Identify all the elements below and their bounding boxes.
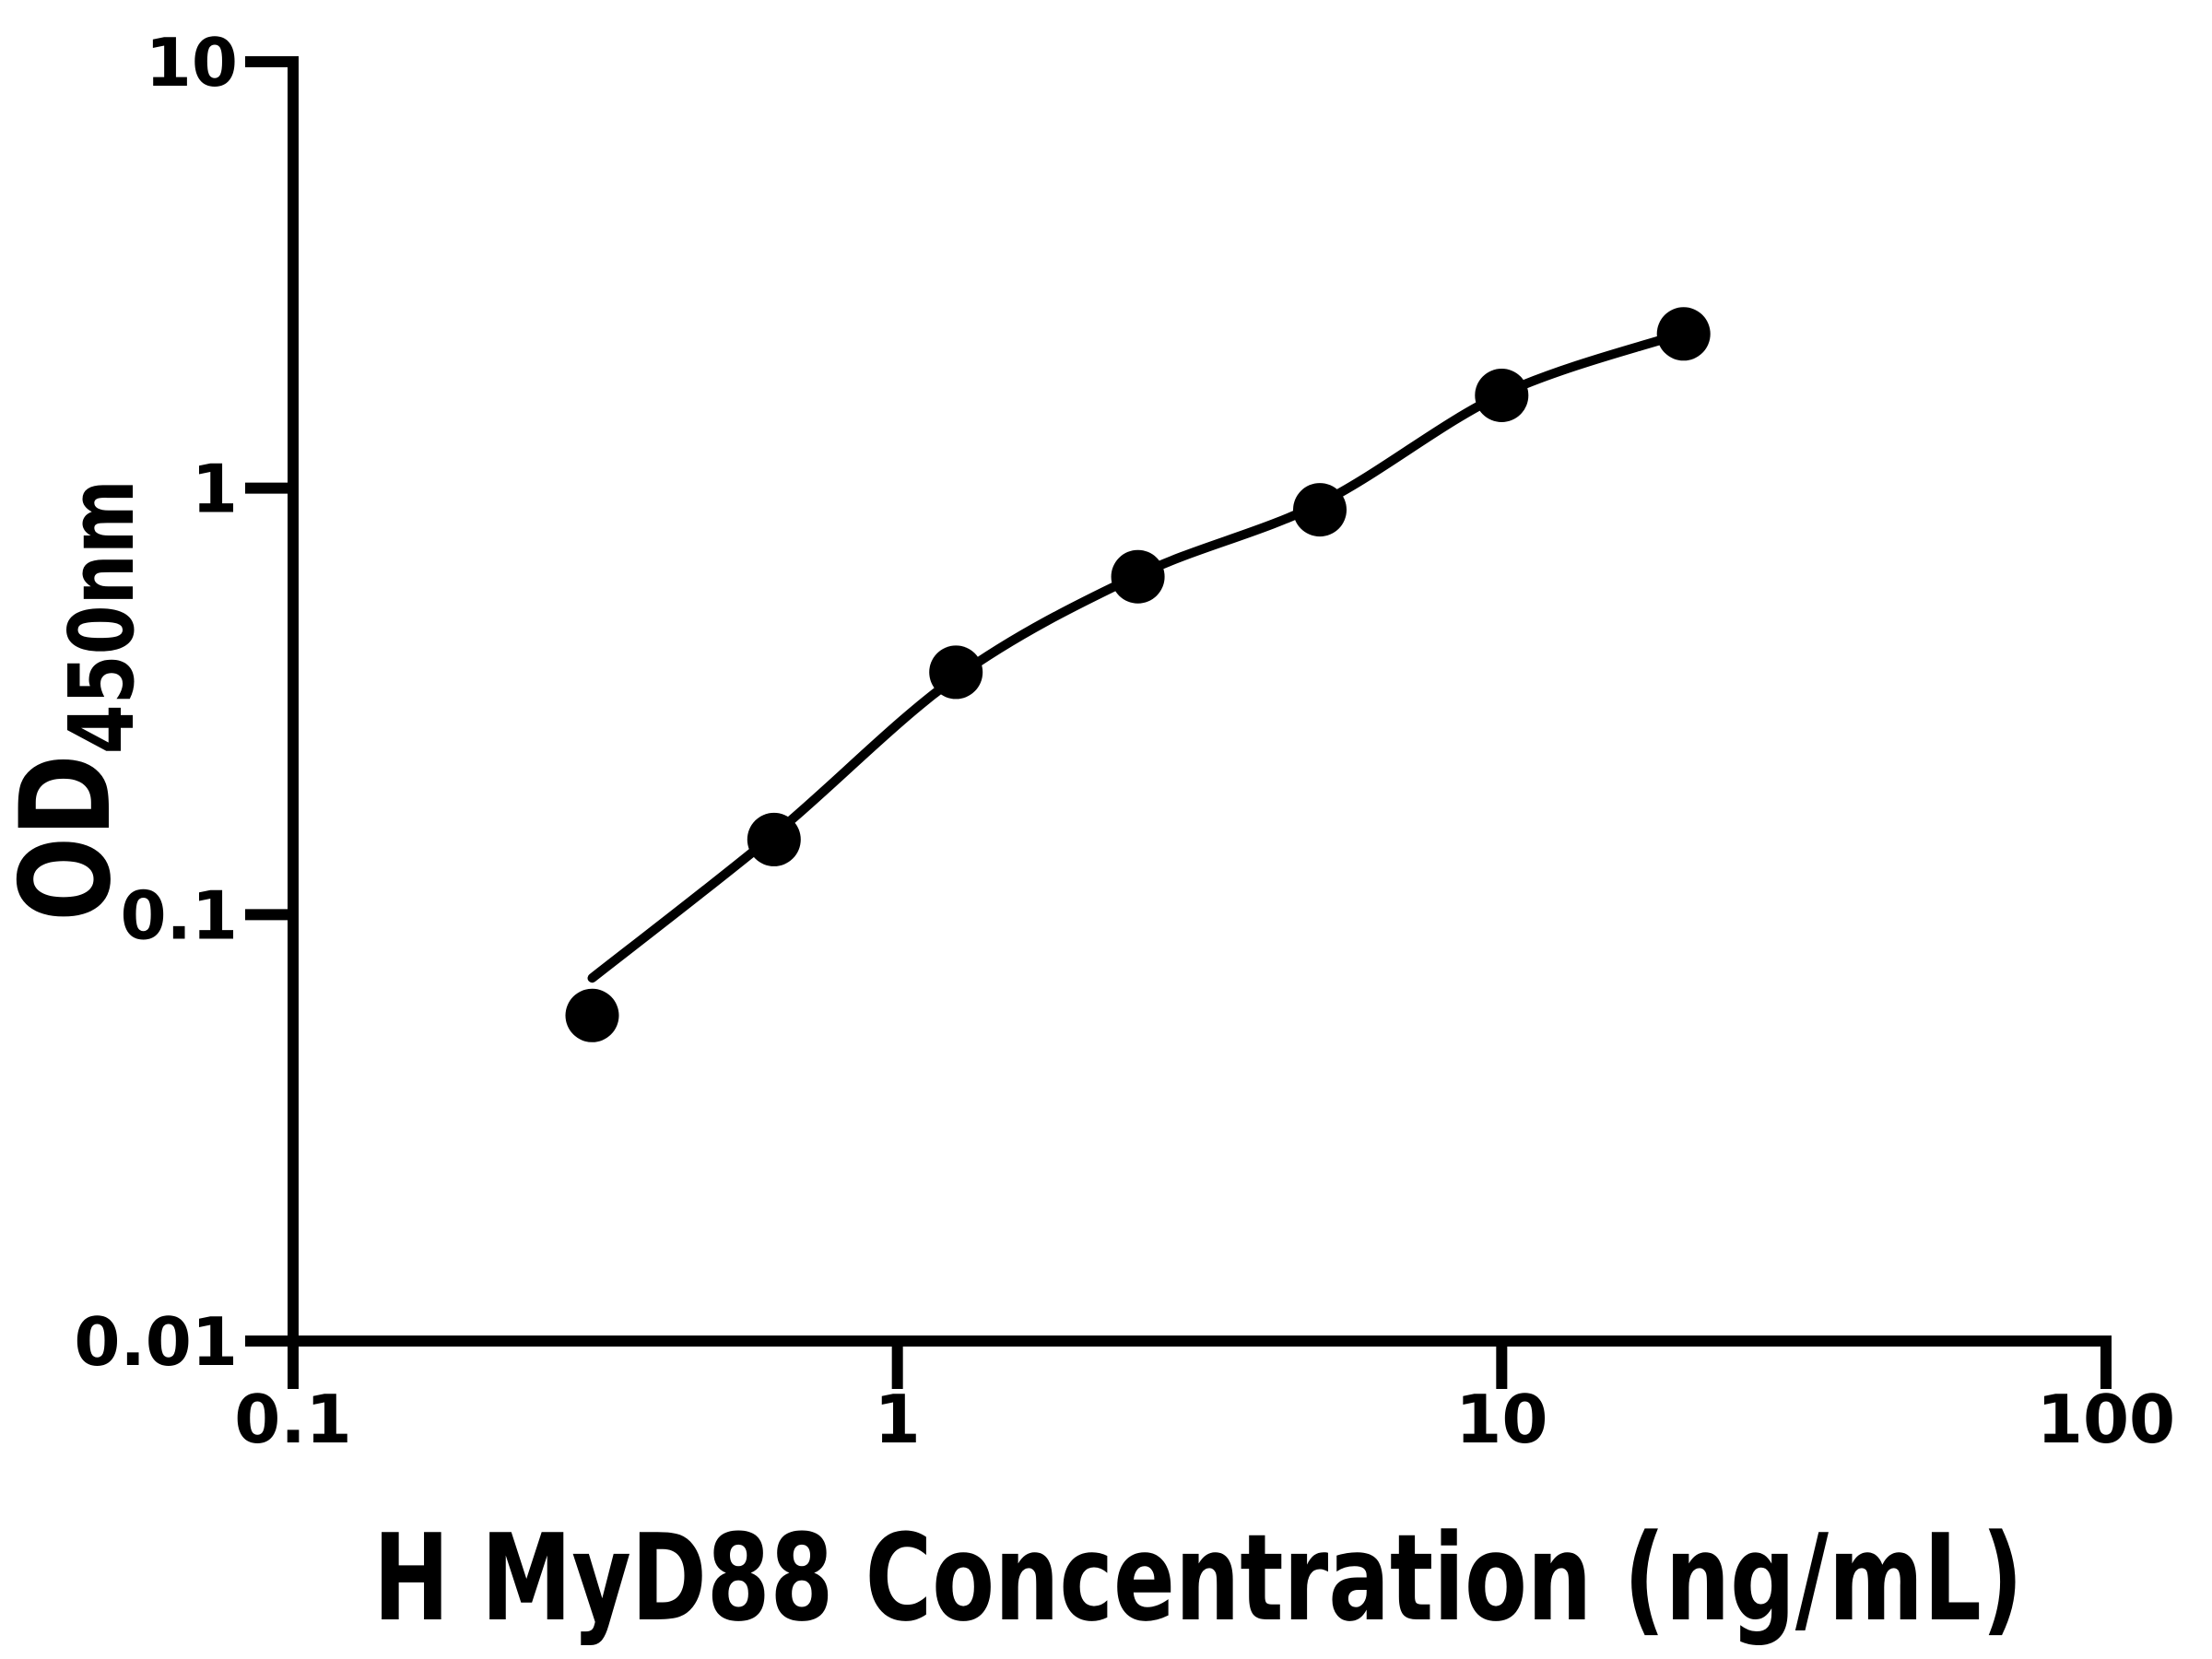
y-tick-label: 0.1 <box>120 877 238 954</box>
x-tick-label: 1 <box>875 1381 921 1458</box>
y-tick-label: 0.01 <box>74 1303 238 1381</box>
y-tick-label: 10 <box>146 24 238 101</box>
data-point <box>1475 369 1529 422</box>
y-tick-label: 1 <box>192 451 238 528</box>
y-axis-title-subscript: 450nm <box>49 479 154 754</box>
y-axis-title-main: OD <box>0 754 138 921</box>
data-point <box>1111 549 1165 604</box>
data-point <box>747 812 801 866</box>
axes-layer <box>245 56 2112 1389</box>
data-point <box>1656 307 1711 361</box>
data-point <box>929 645 983 700</box>
x-tick-label: 0.1 <box>234 1381 352 1458</box>
x-tick-label: 100 <box>2037 1381 2175 1458</box>
data-points-layer <box>565 307 1711 1042</box>
data-point <box>1293 483 1347 537</box>
x-tick-label: 10 <box>1455 1381 1547 1458</box>
y-axis-title: OD450nm <box>0 479 154 922</box>
x-axis-title: H MyD88 Concentration (ng/mL) <box>373 1508 2023 1648</box>
data-point <box>565 988 619 1042</box>
